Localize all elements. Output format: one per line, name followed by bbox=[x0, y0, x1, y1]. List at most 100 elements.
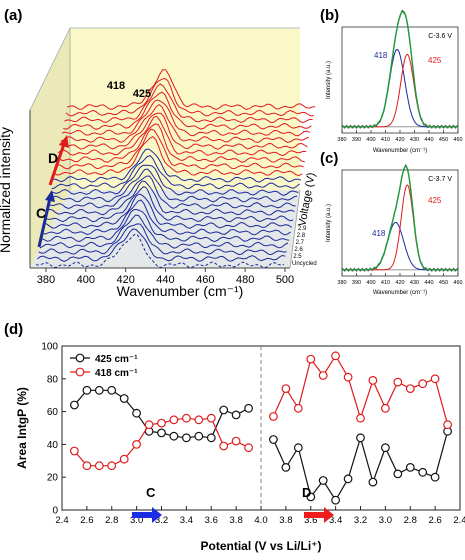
a-voltage-label: 2.8 bbox=[297, 233, 306, 239]
d-series-point bbox=[194, 431, 204, 441]
a-trace-D bbox=[61, 99, 311, 137]
a-trace-D bbox=[59, 112, 308, 150]
fit-x-tick-label: 380 bbox=[337, 280, 346, 286]
a-x-tick-label: 420 bbox=[116, 274, 134, 286]
panel-c: (c) C-3.7 V Intensity (a.u.) Wavenumber … bbox=[320, 150, 463, 296]
fit-x-tick-label: 420 bbox=[395, 280, 404, 286]
discharge-arrow-head bbox=[59, 135, 69, 148]
d-series-point bbox=[69, 400, 79, 410]
a-trace-C bbox=[42, 199, 291, 236]
d-series-point bbox=[368, 376, 378, 385]
fit-measured bbox=[341, 9, 459, 130]
c-curves bbox=[341, 163, 459, 273]
side-wall bbox=[30, 28, 70, 268]
a-x-tick-label: 440 bbox=[156, 274, 174, 286]
a-x-tick-label: 500 bbox=[276, 274, 294, 286]
fit-x-tick-label: 450 bbox=[439, 280, 448, 286]
d-series-point bbox=[82, 461, 92, 471]
d-series-point bbox=[219, 441, 229, 451]
b-title: C-3.6 V bbox=[428, 33, 452, 40]
a-traces bbox=[35, 69, 316, 269]
d-series-point bbox=[132, 440, 142, 449]
panel-label-c: (c) bbox=[320, 150, 338, 167]
d-series-point bbox=[381, 403, 390, 413]
a-trace-C bbox=[47, 175, 296, 210]
b-peak-label-425: 425 bbox=[428, 56, 442, 65]
d-legend: 425 cm⁻¹ 418 cm⁻¹ bbox=[70, 353, 138, 379]
d-series-point bbox=[281, 463, 291, 472]
a-trace-C bbox=[44, 185, 294, 223]
d-series-point bbox=[107, 461, 117, 471]
b-curves bbox=[341, 9, 459, 130]
d-series-point bbox=[405, 463, 415, 472]
d-series-point bbox=[306, 354, 316, 364]
a-trace-uncycled bbox=[35, 233, 285, 269]
d-series-point bbox=[206, 413, 216, 423]
d-series-point bbox=[231, 436, 241, 446]
d-x-tick-label: 3.4 bbox=[180, 515, 193, 526]
a-trace-D bbox=[53, 136, 303, 177]
d-x-tick-label: 2.8 bbox=[404, 515, 417, 526]
d-series-point bbox=[269, 435, 278, 444]
a-trace-D bbox=[60, 103, 309, 144]
panel-label-d: (d) bbox=[4, 321, 23, 338]
charge-arrow-head bbox=[45, 190, 55, 202]
d-series-point bbox=[331, 351, 341, 361]
d-series-point bbox=[293, 443, 303, 453]
d-series-point bbox=[181, 413, 191, 423]
fit-x-tick-label: 410 bbox=[381, 137, 390, 143]
d-series-point bbox=[107, 385, 117, 395]
d-series-point bbox=[381, 443, 390, 453]
d-series-point bbox=[169, 415, 179, 425]
d-charge-arrow bbox=[132, 507, 162, 523]
d-series-point bbox=[318, 371, 328, 380]
d-series-point bbox=[157, 428, 166, 438]
d-x-tick-label: 2.8 bbox=[105, 515, 118, 526]
d-x-tick-label: 4.0 bbox=[254, 515, 267, 526]
a-trace-C bbox=[36, 228, 286, 262]
c-y-axis-label: Intensity (a.u.) bbox=[326, 204, 332, 242]
d-series-point bbox=[119, 394, 129, 403]
c-x-axis-label: Wavenumber (cm⁻¹) bbox=[373, 290, 427, 296]
discharge-label: D bbox=[48, 150, 58, 166]
d-y-tick-label: 0 bbox=[52, 506, 58, 517]
d-x-tick-label: 3.6 bbox=[205, 515, 218, 526]
a-trace-C bbox=[48, 168, 298, 203]
panel-b: (b) C-3.6 V Intensity (a.u.) Wavenumber … bbox=[320, 7, 463, 154]
b-plot-frame bbox=[341, 26, 459, 134]
b-x-axis-label: Wavenumber (cm⁻¹) bbox=[373, 148, 427, 154]
a-trace-D bbox=[65, 77, 314, 117]
d-series-point bbox=[293, 403, 303, 413]
legend-label-418: 418 cm⁻¹ bbox=[95, 368, 138, 379]
fit-envelope bbox=[342, 10, 458, 128]
c-peak-label-418: 418 bbox=[372, 229, 386, 238]
fit-x-tick-label: 460 bbox=[453, 280, 462, 286]
d-series-point bbox=[206, 433, 216, 443]
d-discharge-arrow bbox=[304, 507, 334, 523]
a-trace-D bbox=[55, 128, 304, 170]
panel-a: (a) 380 400 420 440 460 480 500 Normalized int… bbox=[0, 7, 318, 299]
a-trace-C bbox=[38, 223, 287, 256]
d-x-tick-label: 3.8 bbox=[230, 515, 243, 526]
d-series-point bbox=[343, 474, 353, 484]
c-peak-label-425: 425 bbox=[428, 196, 442, 205]
fit-x-tick-label: 390 bbox=[352, 280, 361, 286]
d-x-tick-label: 2.6 bbox=[429, 515, 442, 526]
d-series-point bbox=[244, 403, 254, 413]
fit-x-tick-label: 410 bbox=[381, 280, 390, 286]
fit-x-tick-label: 400 bbox=[366, 280, 375, 286]
a-voltage-label: Uncycled bbox=[292, 261, 317, 267]
d-series-point bbox=[356, 433, 365, 443]
panel-d: (d) 2.4 2.6 2.8 3.0 3.2 3.4 3.6 3.8 4.0 3.8 3.6 3.4… bbox=[4, 321, 465, 553]
a-voltage-label: 2.5 bbox=[293, 254, 302, 260]
d-y-tick-label: 60 bbox=[47, 407, 59, 418]
d-series-point bbox=[318, 476, 328, 485]
b-x-ticks: 380 390 400 410 420 430 440 450 460 bbox=[337, 130, 463, 143]
discharge-arrow bbox=[48, 143, 66, 186]
fit-x-tick-label: 430 bbox=[410, 137, 419, 143]
fit-x-tick-label: 380 bbox=[337, 137, 346, 143]
d-series-point bbox=[430, 472, 440, 482]
a-x-tick-label: 460 bbox=[196, 274, 214, 286]
b-peak-label-418: 418 bbox=[374, 51, 388, 60]
